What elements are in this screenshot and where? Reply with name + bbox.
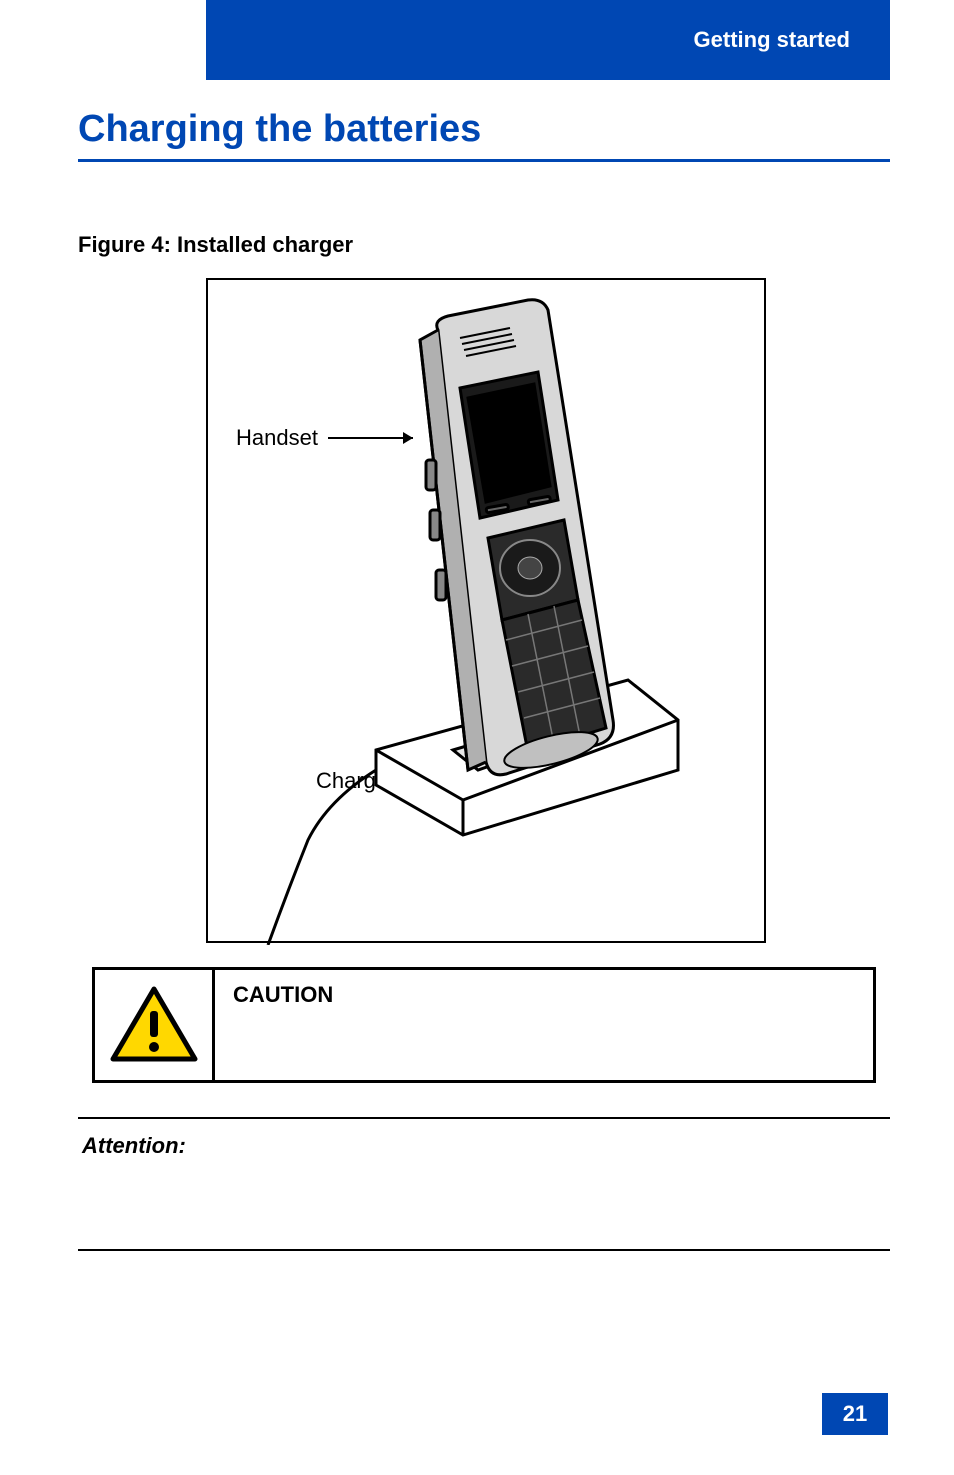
caution-icon-cell [95, 970, 215, 1080]
caution-box: CAUTION [92, 967, 876, 1083]
caution-text-cell: CAUTION [215, 970, 873, 1080]
header-section-label: Getting started [694, 27, 850, 53]
attention-block: Attention: [78, 1117, 890, 1251]
warning-icon [109, 985, 199, 1065]
figure-caption: Figure 4: Installed charger [78, 232, 890, 258]
header-bar: Getting started [206, 0, 890, 80]
caution-heading: CAUTION [233, 982, 855, 1008]
attention-label: Attention: [82, 1133, 186, 1158]
section-title: Charging the batteries [78, 108, 890, 162]
page-content: Charging the batteries Figure 4: Install… [78, 108, 890, 1251]
page-number-box: 21 [822, 1393, 888, 1435]
figure-box: Handset Charger [206, 278, 766, 943]
figure-illustration [208, 280, 768, 945]
page-number: 21 [843, 1401, 867, 1427]
